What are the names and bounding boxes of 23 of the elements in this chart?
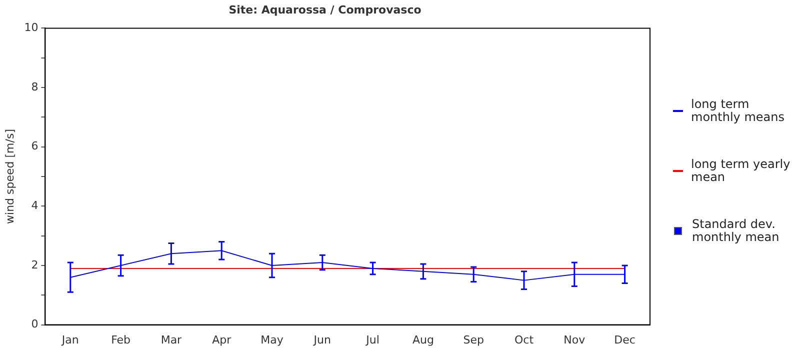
chart-title: Site: Aquarossa / Comprovasco bbox=[228, 3, 422, 16]
x-tick-label: Apr bbox=[212, 333, 232, 346]
x-tick-label: Feb bbox=[111, 333, 131, 346]
x-tick-label: Jan bbox=[60, 333, 79, 346]
x-tick-label: Nov bbox=[564, 333, 586, 346]
x-tick-label: Jul bbox=[365, 333, 380, 346]
legend-label: long term monthly means bbox=[691, 97, 786, 124]
x-tick-label: May bbox=[260, 333, 284, 346]
x-tick-label: Aug bbox=[412, 333, 434, 346]
y-tick-label: 10 bbox=[24, 21, 38, 34]
y-tick-label: 0 bbox=[31, 318, 38, 331]
x-tick-label: Mar bbox=[160, 333, 182, 346]
x-tick-label: Jun bbox=[312, 333, 332, 346]
y-tick-label: 2 bbox=[31, 258, 38, 272]
x-tick-label: Oct bbox=[514, 333, 534, 346]
x-tick-label: Sep bbox=[463, 333, 484, 346]
legend-label: long term yearly mean bbox=[691, 157, 791, 184]
y-tick-label: 4 bbox=[31, 199, 38, 212]
y-tick-label: 8 bbox=[31, 80, 38, 94]
x-tick-label: Dec bbox=[614, 333, 636, 346]
y-tick-label: 6 bbox=[31, 140, 38, 153]
text: Standard dev. monthly mean bbox=[692, 217, 780, 244]
y-axis-title: wind speed [m/s] bbox=[3, 129, 16, 224]
